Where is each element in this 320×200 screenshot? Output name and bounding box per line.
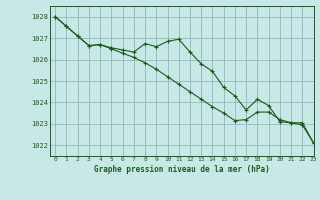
X-axis label: Graphe pression niveau de la mer (hPa): Graphe pression niveau de la mer (hPa) [94,165,269,174]
